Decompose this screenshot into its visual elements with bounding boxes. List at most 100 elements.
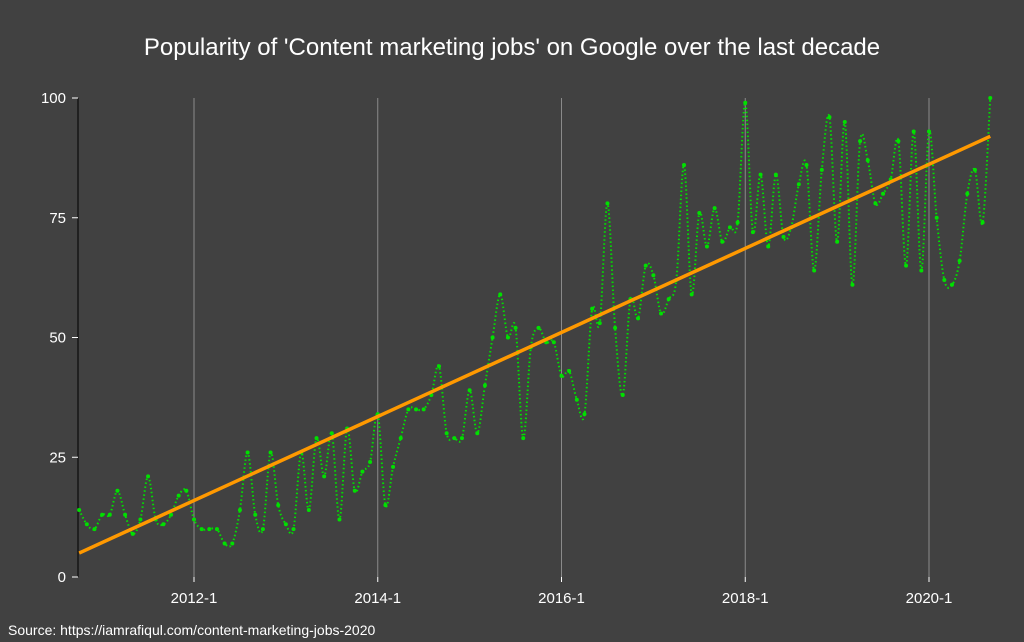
data-point (107, 512, 112, 517)
data-point (130, 531, 135, 536)
data-point (253, 512, 258, 517)
data-point (352, 488, 357, 493)
x-tick-label: 2012-1 (171, 590, 218, 607)
data-point (873, 201, 878, 206)
data-point (467, 388, 472, 393)
data-point (184, 488, 189, 493)
data-point (406, 407, 411, 412)
data-point (942, 278, 947, 283)
data-point (237, 507, 242, 512)
data-point (521, 436, 526, 441)
data-point (735, 220, 740, 225)
data-point (169, 512, 174, 517)
data-point (620, 392, 625, 397)
data-point (965, 191, 970, 196)
data-point (819, 167, 824, 172)
data-point (927, 129, 931, 134)
data-point (383, 503, 388, 508)
data-point (682, 163, 686, 168)
y-tick-label: 25 (49, 449, 66, 466)
data-point (77, 507, 82, 512)
data-point (919, 268, 924, 273)
data-point (444, 431, 449, 436)
data-point (329, 431, 334, 436)
chart-title: Popularity of 'Content marketing jobs' o… (143, 34, 881, 61)
data-point (222, 541, 227, 546)
y-tick-label: 0 (58, 569, 66, 586)
data-point (689, 292, 694, 297)
data-point (712, 206, 717, 211)
data-point (835, 239, 840, 244)
data-point (490, 335, 495, 340)
data-point (988, 96, 993, 100)
data-point (666, 297, 671, 302)
data-point (567, 369, 572, 374)
data-point (536, 325, 541, 330)
data-point (475, 431, 480, 436)
data-point (437, 364, 441, 369)
data-point (590, 306, 595, 311)
data-point (505, 335, 510, 340)
data-point (865, 158, 870, 163)
data-point (804, 163, 809, 168)
data-point (613, 325, 618, 330)
data-point (391, 464, 396, 469)
data-point (743, 100, 748, 105)
x-tick-label: 2016-1 (538, 590, 585, 607)
x-tick-label: 2018-1 (722, 590, 769, 607)
data-point (636, 316, 641, 321)
data-point (972, 167, 977, 172)
data-point (934, 215, 939, 220)
data-point (773, 172, 778, 177)
data-point (582, 412, 587, 417)
data-point (207, 527, 212, 532)
data-point (750, 230, 755, 235)
data-point (980, 220, 985, 225)
data-point (513, 325, 518, 330)
data-point (949, 282, 954, 287)
data-point (498, 292, 503, 297)
data-point (482, 383, 487, 388)
data-point (123, 512, 128, 517)
data-point (858, 139, 863, 144)
y-tick-label: 50 (49, 330, 66, 347)
data-point (957, 258, 962, 263)
data-point (192, 517, 196, 522)
data-point (268, 450, 273, 455)
data-point (781, 234, 786, 239)
data-point (697, 210, 702, 215)
data-point (100, 512, 105, 517)
y-tick-label: 100 (41, 90, 66, 107)
data-point (92, 527, 97, 532)
data-point (758, 172, 763, 177)
data-point (727, 225, 732, 230)
source-caption: Source: https://iamrafiqul.com/content-m… (8, 622, 376, 638)
data-point (276, 503, 281, 508)
data-point (452, 436, 457, 441)
data-point (214, 527, 219, 532)
data-point (360, 469, 365, 474)
data-point (291, 527, 296, 532)
data-point (766, 244, 771, 249)
data-point (260, 527, 265, 532)
data-point (796, 182, 801, 187)
data-point (896, 139, 901, 144)
x-tick-label: 2014-1 (354, 590, 401, 607)
data-point (904, 263, 909, 268)
data-point (574, 397, 579, 402)
data-point (314, 436, 319, 441)
data-point (459, 436, 464, 441)
data-point (230, 541, 235, 546)
data-point (597, 321, 602, 326)
series-line (78, 97, 992, 548)
data-point (199, 527, 204, 532)
data-point (84, 522, 89, 527)
data-point (176, 493, 181, 498)
data-point (421, 407, 426, 412)
data-point (643, 263, 648, 268)
data-point (398, 436, 403, 441)
data-point (115, 488, 120, 493)
data-point (842, 119, 847, 124)
data-point (322, 474, 327, 479)
